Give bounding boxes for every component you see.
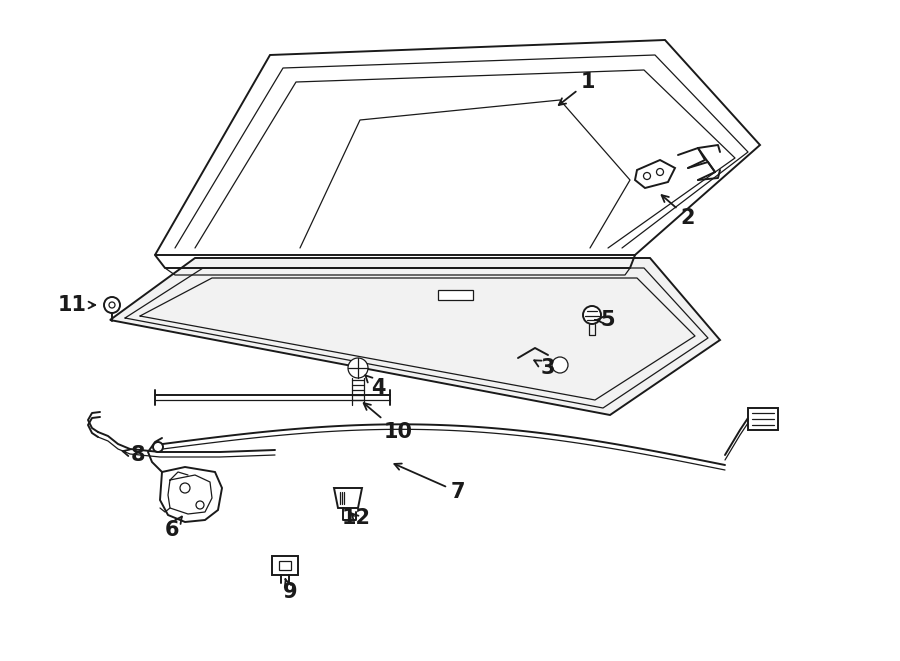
Polygon shape (110, 258, 720, 415)
Circle shape (180, 483, 190, 493)
Bar (438, 290, 473, 300)
Circle shape (196, 501, 204, 509)
Text: 1: 1 (559, 72, 595, 105)
Text: 7: 7 (394, 463, 465, 502)
Text: 2: 2 (662, 195, 695, 228)
Circle shape (552, 357, 568, 373)
Text: 9: 9 (283, 579, 297, 602)
Text: 5: 5 (595, 310, 616, 330)
Polygon shape (155, 40, 760, 255)
Circle shape (644, 173, 651, 180)
Circle shape (109, 302, 115, 308)
Circle shape (104, 297, 120, 313)
Text: 11: 11 (58, 295, 95, 315)
Polygon shape (334, 488, 362, 508)
Text: 8: 8 (122, 445, 145, 465)
Bar (279, 561, 291, 570)
Bar (748, 408, 778, 430)
Text: 12: 12 (341, 508, 371, 528)
Text: 6: 6 (165, 516, 182, 540)
Circle shape (583, 306, 601, 324)
Text: 10: 10 (364, 403, 412, 442)
Text: 4: 4 (365, 375, 385, 398)
Polygon shape (160, 467, 222, 522)
Circle shape (656, 169, 663, 176)
Circle shape (153, 442, 163, 452)
Text: 3: 3 (535, 358, 555, 378)
Circle shape (348, 358, 368, 378)
Bar (272, 556, 298, 575)
Polygon shape (635, 160, 675, 188)
